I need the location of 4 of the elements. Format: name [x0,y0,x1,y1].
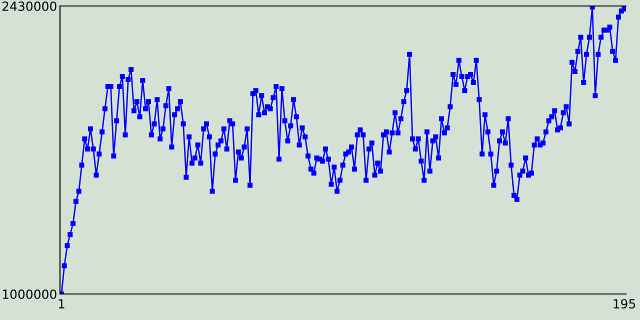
x-tick-label: 195 [614,299,636,309]
y-tick-label: 2430000 [2,1,56,11]
x-tick-label: 1 [58,299,64,308]
y-tick-label: 1000000 [2,289,56,299]
